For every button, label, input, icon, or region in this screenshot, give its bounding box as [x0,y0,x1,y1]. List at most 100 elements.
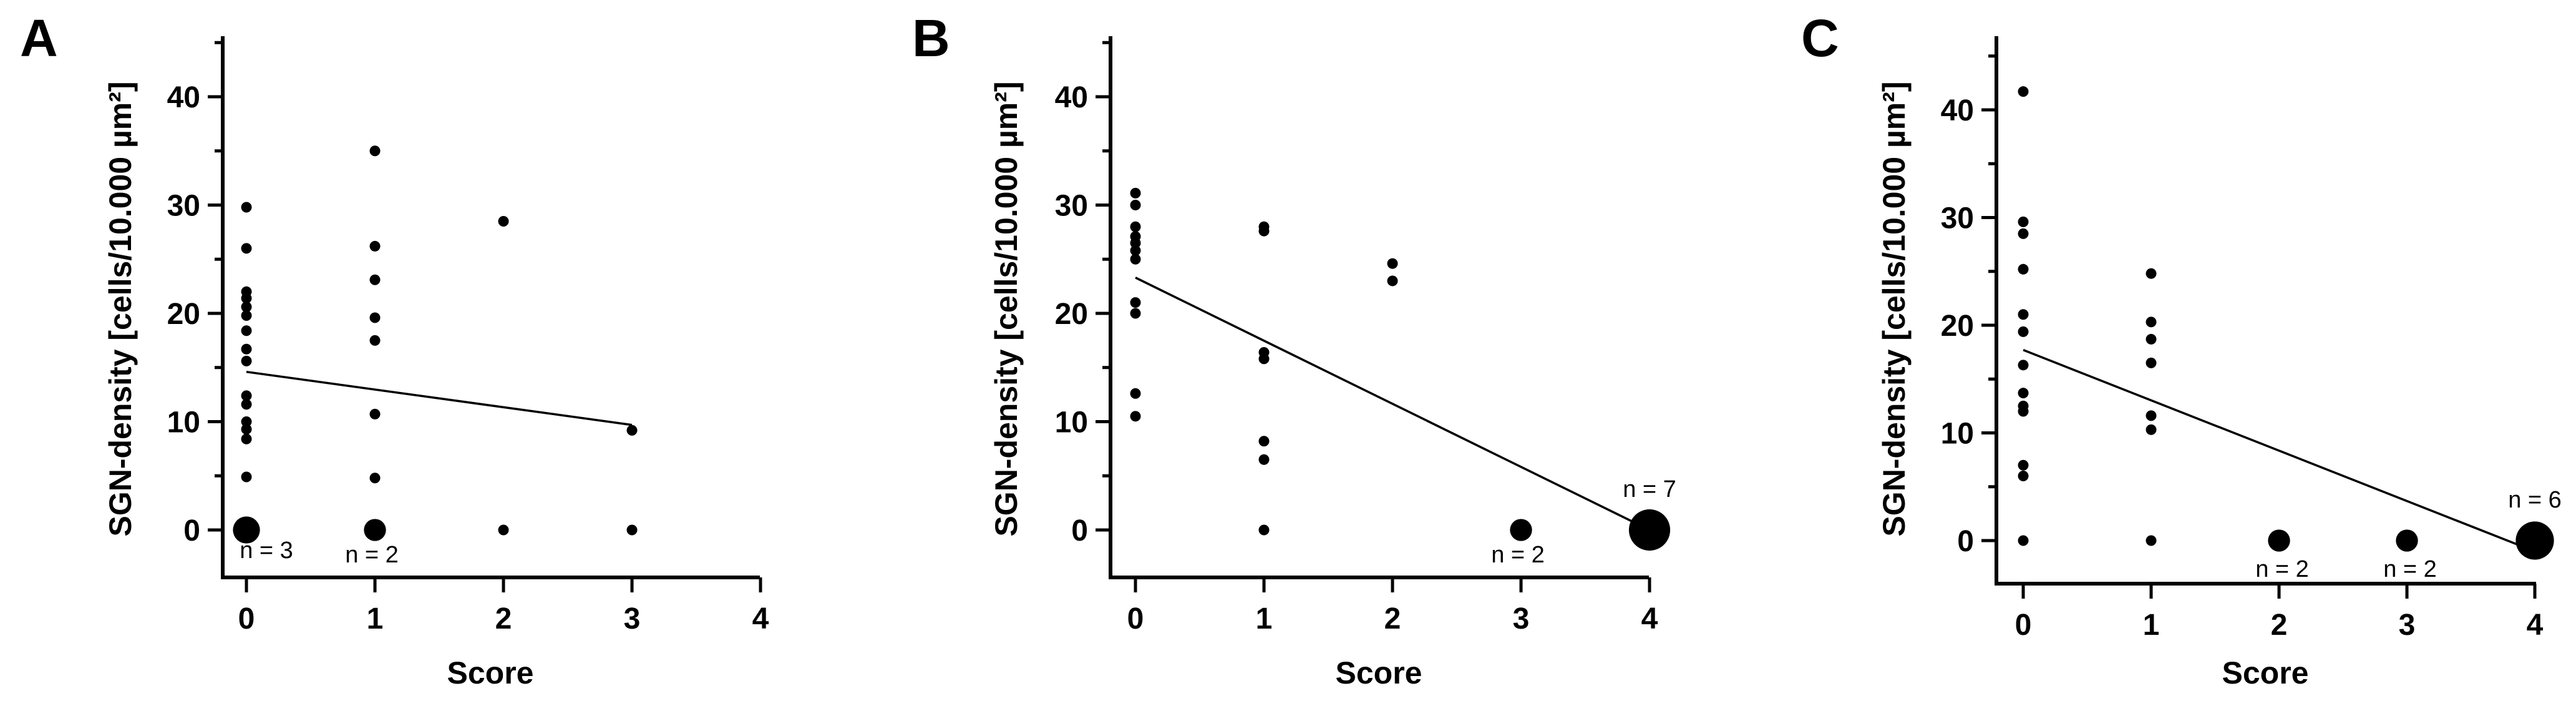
x-tick-label: 1 [2143,609,2160,642]
panel-letter: A [20,9,58,67]
data-point [2146,357,2157,368]
data-point [241,293,252,304]
y-tick-label: 30 [167,190,200,223]
data-point [2146,535,2157,546]
data-point [1258,225,1270,237]
data-point [1387,275,1398,287]
x-axis-title: Score [1336,655,1422,690]
y-tick-label: 30 [1941,202,1974,235]
data-point [241,355,252,366]
data-point [2018,326,2029,337]
y-tick-label: 10 [1055,406,1088,439]
cluster-point [2268,529,2290,552]
data-point [1130,200,1141,210]
data-point [369,240,381,252]
data-point [369,408,381,419]
data-point [626,424,638,436]
data-point [1130,245,1141,256]
y-tick-label: 0 [183,514,200,547]
n-count-label: n = 6 [2508,487,2562,513]
data-point [1130,237,1141,248]
y-tick-label: 10 [167,406,200,439]
chart-panel-b: B 0 10 20 30 40 0 1 2 3 4 Score SGN-density [cells/1… [912,9,1676,690]
data-point [2018,228,2029,239]
data-point [2018,309,2029,320]
data-point [369,473,381,484]
n-count-label: n = 3 [240,537,293,564]
data-point [241,424,252,435]
cluster-point [364,519,386,541]
data-point [241,471,252,483]
data-point [2018,535,2029,546]
data-point [2018,86,2029,97]
x-tick-label: 1 [367,602,384,635]
trend-line [1135,277,1650,531]
data-point [2018,471,2029,481]
x-tick-label: 2 [2271,609,2288,642]
y-tick-label: 20 [1941,310,1974,343]
x-tick-label: 4 [1641,602,1658,635]
data-point [241,416,252,427]
data-point [1130,221,1141,232]
y-tick-label: 0 [1957,525,1974,558]
trend-line [246,370,633,426]
data-point [2018,406,2029,417]
data-point [626,524,638,536]
data-point [1258,454,1270,465]
x-tick-label: 2 [495,602,512,635]
chart-panel-a: A 0 10 20 30 40 0 1 2 3 4 Score SGN-density [cells/1… [20,9,769,690]
panel-letter: C [1801,9,1839,67]
x-tick-label: 2 [1384,602,1401,635]
data-point [498,524,509,536]
data-point [498,216,509,227]
y-tick-label: 0 [1071,514,1088,547]
data-point [369,335,381,346]
data-point [2018,388,2029,399]
y-axis-title: SGN-density [cells/10.000 µm²] [103,81,138,536]
y-axis-title: SGN-density [cells/10.000 µm²] [989,81,1024,536]
x-tick-label: 3 [1513,602,1530,635]
x-tick-label: 0 [2015,609,2032,642]
data-point [1130,297,1141,308]
data-point [2018,360,2029,371]
data-point [2146,333,2157,345]
data-point [241,343,252,355]
trend-line [2023,349,2535,552]
data-point [241,325,252,336]
data-point [2018,216,2029,227]
n-count-label: n = 2 [345,542,399,568]
x-axis-title: Score [2222,655,2309,690]
data-point [241,310,252,321]
data-point [2018,263,2029,275]
x-axis-title: Score [447,655,534,690]
data-point [241,243,252,254]
data-point [1258,353,1270,365]
data-point [1130,308,1141,319]
cluster-point [1510,519,1532,541]
y-tick-label: 40 [1941,94,1974,127]
data-point [2018,459,2029,471]
data-point [2146,424,2157,435]
y-axis-title: SGN-density [cells/10.000 µm²] [1877,81,1912,536]
data-point [369,312,381,323]
x-tick-label: 3 [624,602,641,635]
data-point [1130,253,1141,265]
x-tick-label: 1 [1256,602,1273,635]
x-tick-label: 4 [2527,609,2544,642]
x-tick-label: 0 [1127,602,1144,635]
y-tick-label: 40 [167,81,200,114]
data-point [2146,268,2157,279]
data-point [1258,436,1270,447]
data-point [2146,316,2157,328]
data-point [1130,388,1141,399]
data-point [241,390,252,401]
chart-panel-c: C 0 10 20 30 40 0 1 2 3 4 Score SGN-density [cells/1… [1801,9,2562,690]
data-point [1130,411,1141,422]
y-tick-label: 10 [1941,418,1974,451]
data-point [369,274,381,285]
n-count-label: n = 2 [2255,556,2309,582]
data-point [2146,410,2157,421]
y-tick-label: 30 [1055,190,1088,223]
x-tick-label: 3 [2399,609,2416,642]
